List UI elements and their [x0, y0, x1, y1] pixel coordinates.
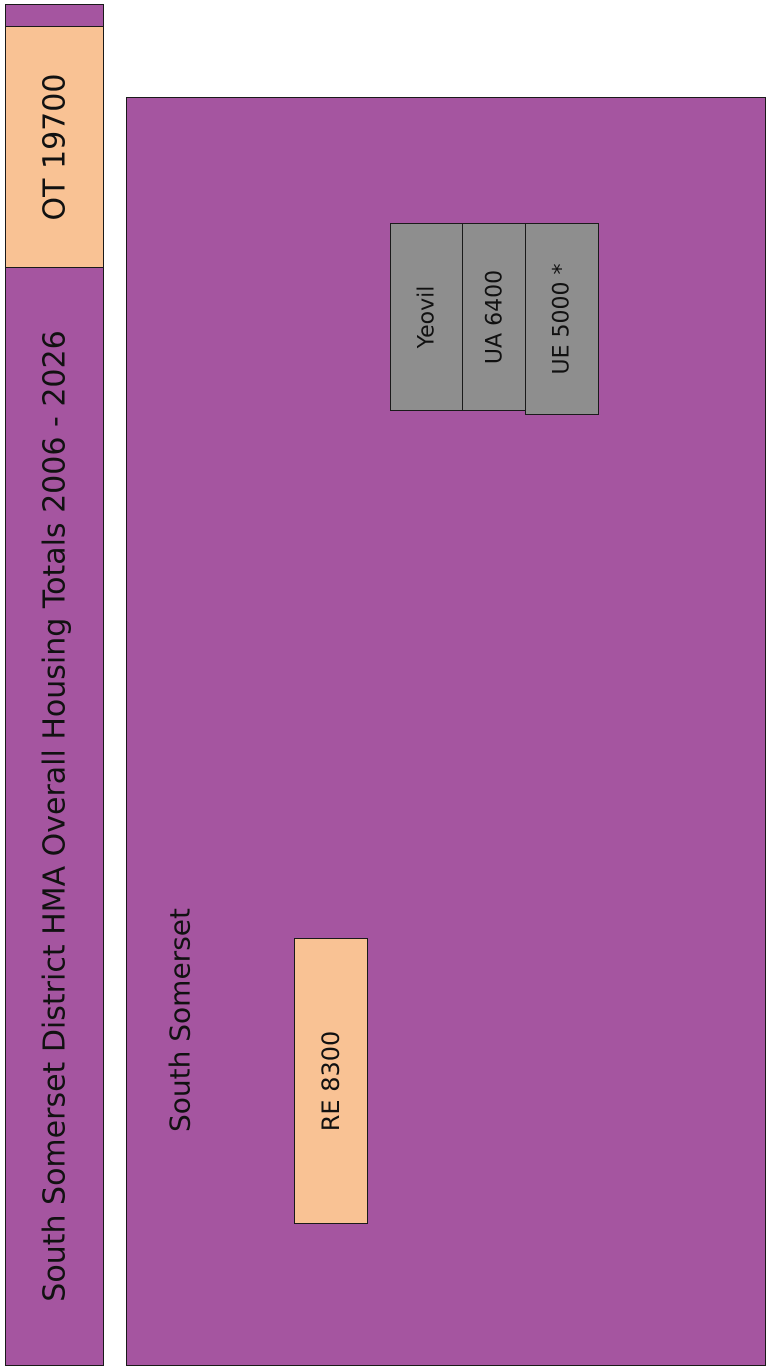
- header-title-box: South Somerset District HMA Overall Hous…: [5, 266, 104, 1366]
- header-title: South Somerset District HMA Overall Hous…: [37, 330, 72, 1302]
- settlement-name: Yeovil: [414, 285, 440, 349]
- rural-entry-label: RE 8300: [317, 1030, 345, 1132]
- settlement-name-box: Yeovil: [390, 223, 464, 411]
- overall-total-label: OT 19700: [37, 73, 72, 221]
- urban-extension-box: UE 5000 *: [525, 223, 599, 415]
- overall-total-box: OT 19700: [5, 26, 104, 268]
- district-name-holder: South Somerset: [150, 700, 210, 1340]
- district-name: South Somerset: [163, 908, 197, 1132]
- urban-extension-label: UE 5000 *: [549, 263, 575, 375]
- urban-allocation-box: UA 6400: [462, 223, 527, 411]
- urban-allocation-label: UA 6400: [482, 269, 507, 365]
- rural-entry-box: RE 8300: [294, 938, 368, 1224]
